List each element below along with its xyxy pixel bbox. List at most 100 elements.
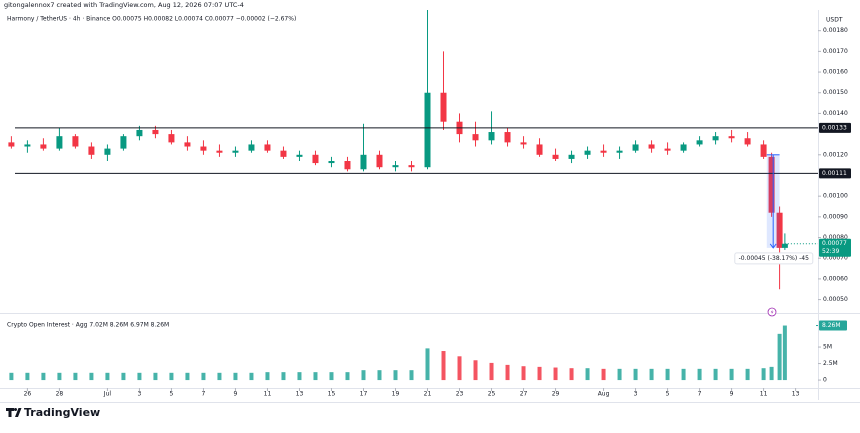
oi-column: [217, 372, 222, 381]
candle-body: [280, 150, 287, 157]
oi-column: [553, 367, 558, 381]
oi-column: [697, 368, 702, 381]
candle-body: [776, 212, 783, 248]
candle-body: [168, 134, 175, 143]
y-tick-label: 0.00160: [823, 69, 848, 76]
oi-column: [169, 372, 174, 381]
oi-column: [249, 372, 254, 381]
candle-body: [248, 144, 255, 151]
oi-column: [409, 370, 414, 381]
x-tick-label: 23: [456, 391, 464, 398]
candle-body: [488, 132, 495, 141]
oi-column: [441, 351, 446, 381]
candle-body: [568, 154, 575, 159]
oi-column: [313, 372, 318, 381]
oi-column: [761, 368, 766, 381]
x-tick-label: 17: [360, 391, 368, 398]
candle-body: [8, 142, 15, 147]
x-tick-label: 13: [296, 391, 304, 398]
oi-column: [665, 368, 670, 381]
oi-column: [265, 372, 270, 381]
candle-body: [184, 142, 191, 147]
oi-column: [745, 368, 750, 381]
y-tick-label: 0.00150: [823, 89, 848, 96]
x-tick-label: 21: [424, 391, 432, 398]
x-tick-label: 11: [264, 391, 272, 398]
x-tick-label: 13: [792, 391, 800, 398]
oi-column: [185, 372, 190, 381]
last-price-bg: [819, 238, 851, 257]
y-tick-label: 0.00170: [823, 48, 848, 55]
y-tick-label: 0.00100: [823, 193, 848, 200]
candle-body: [376, 154, 383, 168]
oi-column: [329, 372, 334, 381]
oi-column: [121, 372, 126, 381]
x-tick-label: 7: [202, 391, 206, 398]
oi-column: [153, 372, 158, 381]
oi-column: [537, 366, 542, 381]
oi-column: [297, 372, 302, 381]
candle-body: [768, 156, 775, 213]
candle-body: [72, 136, 79, 147]
candle-body: [648, 144, 655, 149]
candle-body: [696, 140, 703, 145]
candle-body: [504, 132, 511, 143]
candle-body: [296, 154, 303, 157]
price-title: Harmony / TetherUS · 4h · Binance O0.000…: [7, 16, 296, 23]
oi-column: [41, 372, 46, 381]
oi-column: [729, 368, 734, 381]
countdown-label: 52:39: [822, 248, 839, 255]
x-tick-label: 29: [552, 391, 560, 398]
logo[interactable]: TradingView: [6, 406, 100, 419]
x-tick-label: 3: [634, 391, 638, 398]
oi-column: [585, 368, 590, 381]
candle-body: [328, 161, 335, 164]
y-tick-label: 0.00050: [823, 296, 848, 303]
y-tick-label: 2.5M: [823, 360, 838, 367]
x-tick-label: 19: [392, 391, 400, 398]
candle-body: [760, 144, 767, 157]
event-icon-bolt: [770, 309, 774, 315]
candle-body: [728, 136, 735, 139]
hline-label: 0.00111: [822, 170, 847, 177]
x-tick-label: 26: [24, 391, 32, 398]
y-tick-label: 0.00140: [823, 110, 848, 117]
y-tick-label: 0.00070: [823, 255, 848, 262]
measure-label: -0.00045 (-38.17%) -45: [739, 255, 809, 262]
candle-body: [664, 148, 671, 151]
candle-body: [152, 129, 159, 135]
candle-body: [408, 165, 415, 168]
oi-title: Crypto Open Interest · Agg 7.02M 8.26M 6…: [7, 322, 169, 329]
candle-body: [56, 136, 63, 149]
oi-column: [489, 362, 494, 381]
oi-column: [782, 325, 787, 381]
y-tick-label: 0.00120: [823, 151, 848, 158]
x-tick-label: 25: [488, 391, 496, 398]
x-tick-label: Jul: [103, 391, 112, 398]
y-tick-label: 0: [823, 377, 827, 384]
y-tick-label: 0.00060: [823, 275, 848, 282]
candle-body: [680, 144, 687, 151]
last-value-label: 8.26M: [822, 322, 841, 329]
candle-body: [632, 144, 639, 151]
candle-body: [440, 92, 447, 122]
x-tick-label: 9: [234, 391, 238, 398]
oi-column: [457, 356, 462, 381]
x-tick-label: 3: [138, 391, 142, 398]
oi-column: [393, 370, 398, 381]
candle-body: [312, 154, 319, 164]
candles: [8, 10, 788, 290]
oi-column: [137, 372, 142, 381]
x-tick-label: 7: [698, 391, 702, 398]
oi-column: [377, 370, 382, 381]
oi-column: [25, 372, 30, 381]
x-tick-label: Aug: [598, 391, 610, 398]
oi-column: [425, 348, 430, 381]
oi-column: [601, 368, 606, 381]
last-value-bg: [819, 320, 847, 331]
candle-body: [24, 144, 31, 147]
x-tick-label: 5: [666, 391, 670, 398]
oi-column: [521, 366, 526, 381]
